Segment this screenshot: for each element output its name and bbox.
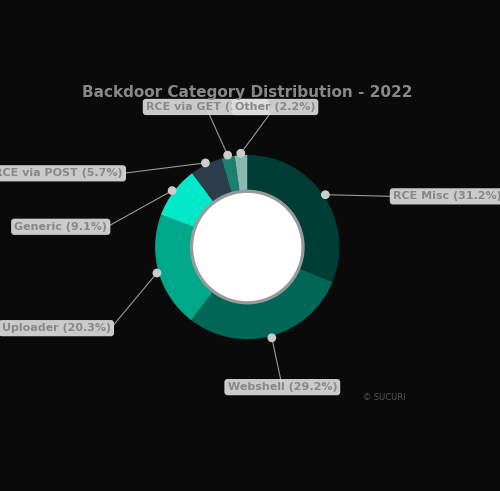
Text: Uploader (20.3%): Uploader (20.3%) — [2, 323, 111, 333]
Text: Backdoor Category Distribution - 2022: Backdoor Category Distribution - 2022 — [82, 85, 412, 100]
Text: Other (2.2%): Other (2.2%) — [234, 102, 315, 112]
Circle shape — [322, 191, 329, 198]
Wedge shape — [234, 155, 248, 194]
Circle shape — [154, 269, 160, 277]
Wedge shape — [192, 159, 232, 204]
Circle shape — [202, 159, 209, 166]
Circle shape — [224, 151, 232, 159]
Text: RCE via GET (2.3%): RCE via GET (2.3%) — [146, 102, 266, 112]
Wedge shape — [155, 215, 215, 320]
Circle shape — [268, 334, 276, 341]
Text: RCE Misc (31.2%): RCE Misc (31.2%) — [393, 191, 500, 201]
Text: RCE via POST (5.7%): RCE via POST (5.7%) — [0, 168, 123, 178]
Circle shape — [168, 187, 176, 194]
Circle shape — [194, 193, 300, 300]
Text: © SUCURI: © SUCURI — [363, 393, 406, 402]
Text: Webshell (29.2%): Webshell (29.2%) — [228, 382, 337, 392]
Wedge shape — [222, 156, 240, 196]
Text: Generic (9.1%): Generic (9.1%) — [14, 222, 107, 232]
Wedge shape — [161, 173, 216, 228]
Circle shape — [237, 150, 244, 157]
Wedge shape — [248, 155, 340, 282]
Circle shape — [190, 191, 304, 304]
Wedge shape — [192, 268, 332, 339]
